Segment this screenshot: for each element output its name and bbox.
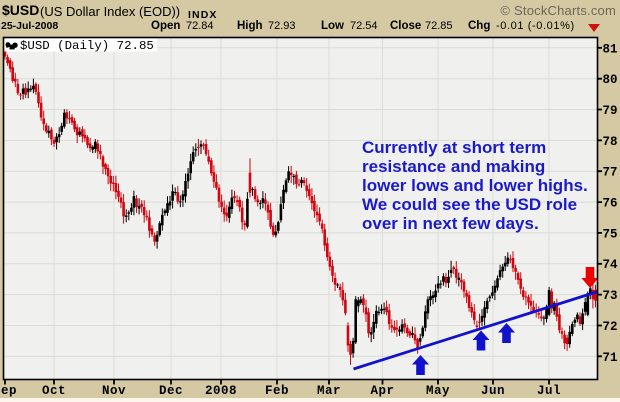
svg-text:We could see the USD role: We could see the USD role — [362, 195, 577, 214]
svg-text:Mar: Mar — [317, 384, 341, 398]
svg-text:74: 74 — [603, 258, 619, 272]
svg-text:Currently at short term: Currently at short term — [362, 138, 546, 157]
svg-text:Feb: Feb — [265, 384, 289, 398]
svg-text:75: 75 — [603, 227, 618, 241]
svg-text:Sep: Sep — [0, 384, 17, 398]
svg-text:73: 73 — [603, 289, 618, 303]
svg-text:80: 80 — [603, 73, 618, 87]
svg-text:72: 72 — [603, 320, 618, 334]
svg-text:78: 78 — [603, 135, 618, 149]
svg-text:resistance and making: resistance and making — [362, 157, 545, 176]
svg-text:Nov: Nov — [102, 384, 126, 398]
svg-text:Jun: Jun — [481, 384, 505, 398]
svg-text:Jul: Jul — [537, 384, 561, 398]
svg-text:77: 77 — [603, 166, 618, 180]
svg-text:lower lows and lower highs.: lower lows and lower highs. — [362, 176, 588, 195]
svg-text:2008: 2008 — [205, 384, 237, 398]
svg-text:71: 71 — [603, 351, 618, 365]
svg-text:79: 79 — [603, 104, 618, 118]
svg-text:$USD (Daily) 72.85: $USD (Daily) 72.85 — [20, 39, 154, 53]
svg-text:May: May — [426, 384, 450, 398]
svg-text:76: 76 — [603, 197, 618, 211]
svg-text:Dec: Dec — [159, 384, 183, 398]
svg-text:81: 81 — [603, 42, 618, 56]
svg-text:Apr: Apr — [370, 384, 394, 398]
svg-text:over in next few days.: over in next few days. — [362, 214, 539, 233]
svg-text:Oct: Oct — [42, 384, 66, 398]
